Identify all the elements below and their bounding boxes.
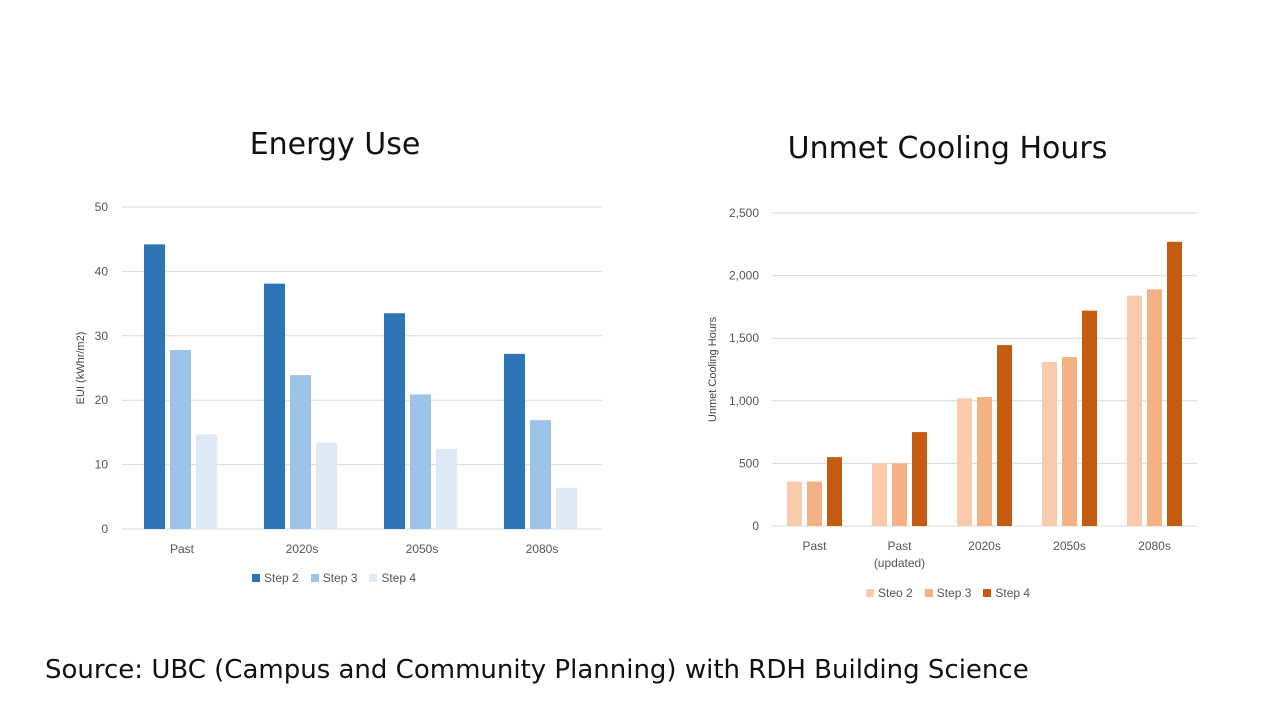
bar-steo-2-2080s — [1127, 295, 1142, 526]
legend-label: Step 2 — [264, 571, 299, 585]
x-category-label: 2020s — [968, 539, 1001, 553]
legend-item-step-3: Step 3 — [924, 586, 972, 600]
legend-label: Steo 2 — [878, 586, 913, 600]
energy-chart-title: Energy Use — [249, 127, 421, 162]
legend-swatch — [983, 589, 992, 597]
legend-item-steo-2: Steo 2 — [866, 586, 913, 600]
y-tick-label: 2,500 — [729, 206, 759, 220]
bar-step-2-past — [144, 244, 165, 530]
source-caption: Source: UBC (Campus and Community Planni… — [45, 655, 1029, 685]
bar-step-4-2050s — [436, 449, 457, 529]
cooling-chart-legend: Steo 2 Step 3 Step 4 — [866, 586, 1030, 600]
bar-steo-2-2050s — [1042, 361, 1057, 526]
bar-step-4-2080s — [1167, 241, 1182, 526]
energy-chart-legend: Step 2 Step 3 Step 4 — [252, 571, 416, 585]
x-category-label: (updated) — [874, 556, 925, 570]
bar-step-3-past — [170, 349, 191, 529]
legend-item-step-4: Step 4 — [983, 586, 1030, 600]
legend-item-step-3: Step 3 — [310, 571, 358, 585]
bar-step-3-2020s — [977, 397, 992, 526]
bar-step-2-2020s — [264, 283, 285, 529]
bar-step-2-2050s — [384, 313, 405, 529]
y-tick-label: 10 — [95, 458, 109, 472]
y-tick-label: 0 — [101, 522, 108, 536]
y-axis-label: EUI (kWhr/m2) — [75, 332, 87, 405]
y-tick-label: 1,500 — [729, 331, 759, 345]
x-category-label: Past — [170, 542, 195, 556]
legend-label: Step 4 — [381, 571, 417, 585]
bar-step-4-2080s — [556, 487, 577, 529]
y-tick-label: 500 — [739, 456, 759, 470]
legend-swatch — [310, 574, 319, 582]
bar-step-3-2050s — [1062, 356, 1077, 526]
y-tick-label: 50 — [95, 200, 109, 214]
bar-step-4-past-updated- — [912, 432, 927, 526]
bar-step-3-past-updated- — [892, 463, 907, 526]
legend-item-step-4: Step 4 — [369, 571, 416, 585]
y-tick-label: 40 — [95, 264, 109, 278]
legend-item-step-2: Step 2 — [252, 571, 299, 585]
bar-step-3-2050s — [410, 394, 431, 529]
bar-step-4-past — [196, 434, 217, 529]
legend-label: Step 4 — [995, 586, 1031, 600]
legend-label: Step 3 — [322, 571, 358, 585]
bar-step-3-past — [807, 481, 822, 526]
y-tick-label: 0 — [752, 519, 759, 533]
legend-swatch — [866, 589, 874, 597]
y-axis-label: Unmet Cooling Hours — [707, 316, 719, 422]
x-category-label: 2080s — [526, 542, 559, 556]
legend-label: Step 3 — [936, 586, 972, 600]
y-tick-label: 1,000 — [729, 394, 759, 408]
bar-step-4-2020s — [997, 345, 1012, 526]
x-category-label: 2020s — [286, 542, 319, 556]
legend-swatch — [369, 574, 378, 582]
bar-steo-2-past — [787, 481, 802, 526]
bar-step-4-past — [827, 457, 842, 526]
x-category-label: 2050s — [1053, 539, 1086, 553]
legend-swatch — [252, 574, 260, 582]
y-tick-label: 20 — [95, 393, 109, 407]
x-category-label: 2080s — [1138, 539, 1171, 553]
bar-step-4-2020s — [316, 442, 337, 529]
y-tick-label: 30 — [95, 329, 109, 343]
bar-step-3-2020s — [290, 375, 311, 529]
y-tick-label: 2,000 — [729, 269, 759, 283]
x-category-label: 2050s — [406, 542, 439, 556]
x-category-label: Past — [887, 539, 912, 553]
cooling-chart-title: Unmet Cooling Hours — [787, 131, 1108, 166]
bar-step-3-2080s — [1147, 289, 1162, 526]
bar-step-2-2080s — [504, 353, 525, 529]
bar-steo-2-2020s — [957, 398, 972, 526]
bar-step-4-2050s — [1082, 310, 1097, 526]
legend-swatch — [924, 589, 933, 597]
x-category-label: Past — [802, 539, 827, 553]
bar-steo-2-past-updated- — [872, 463, 887, 526]
bar-step-3-2080s — [530, 420, 551, 529]
